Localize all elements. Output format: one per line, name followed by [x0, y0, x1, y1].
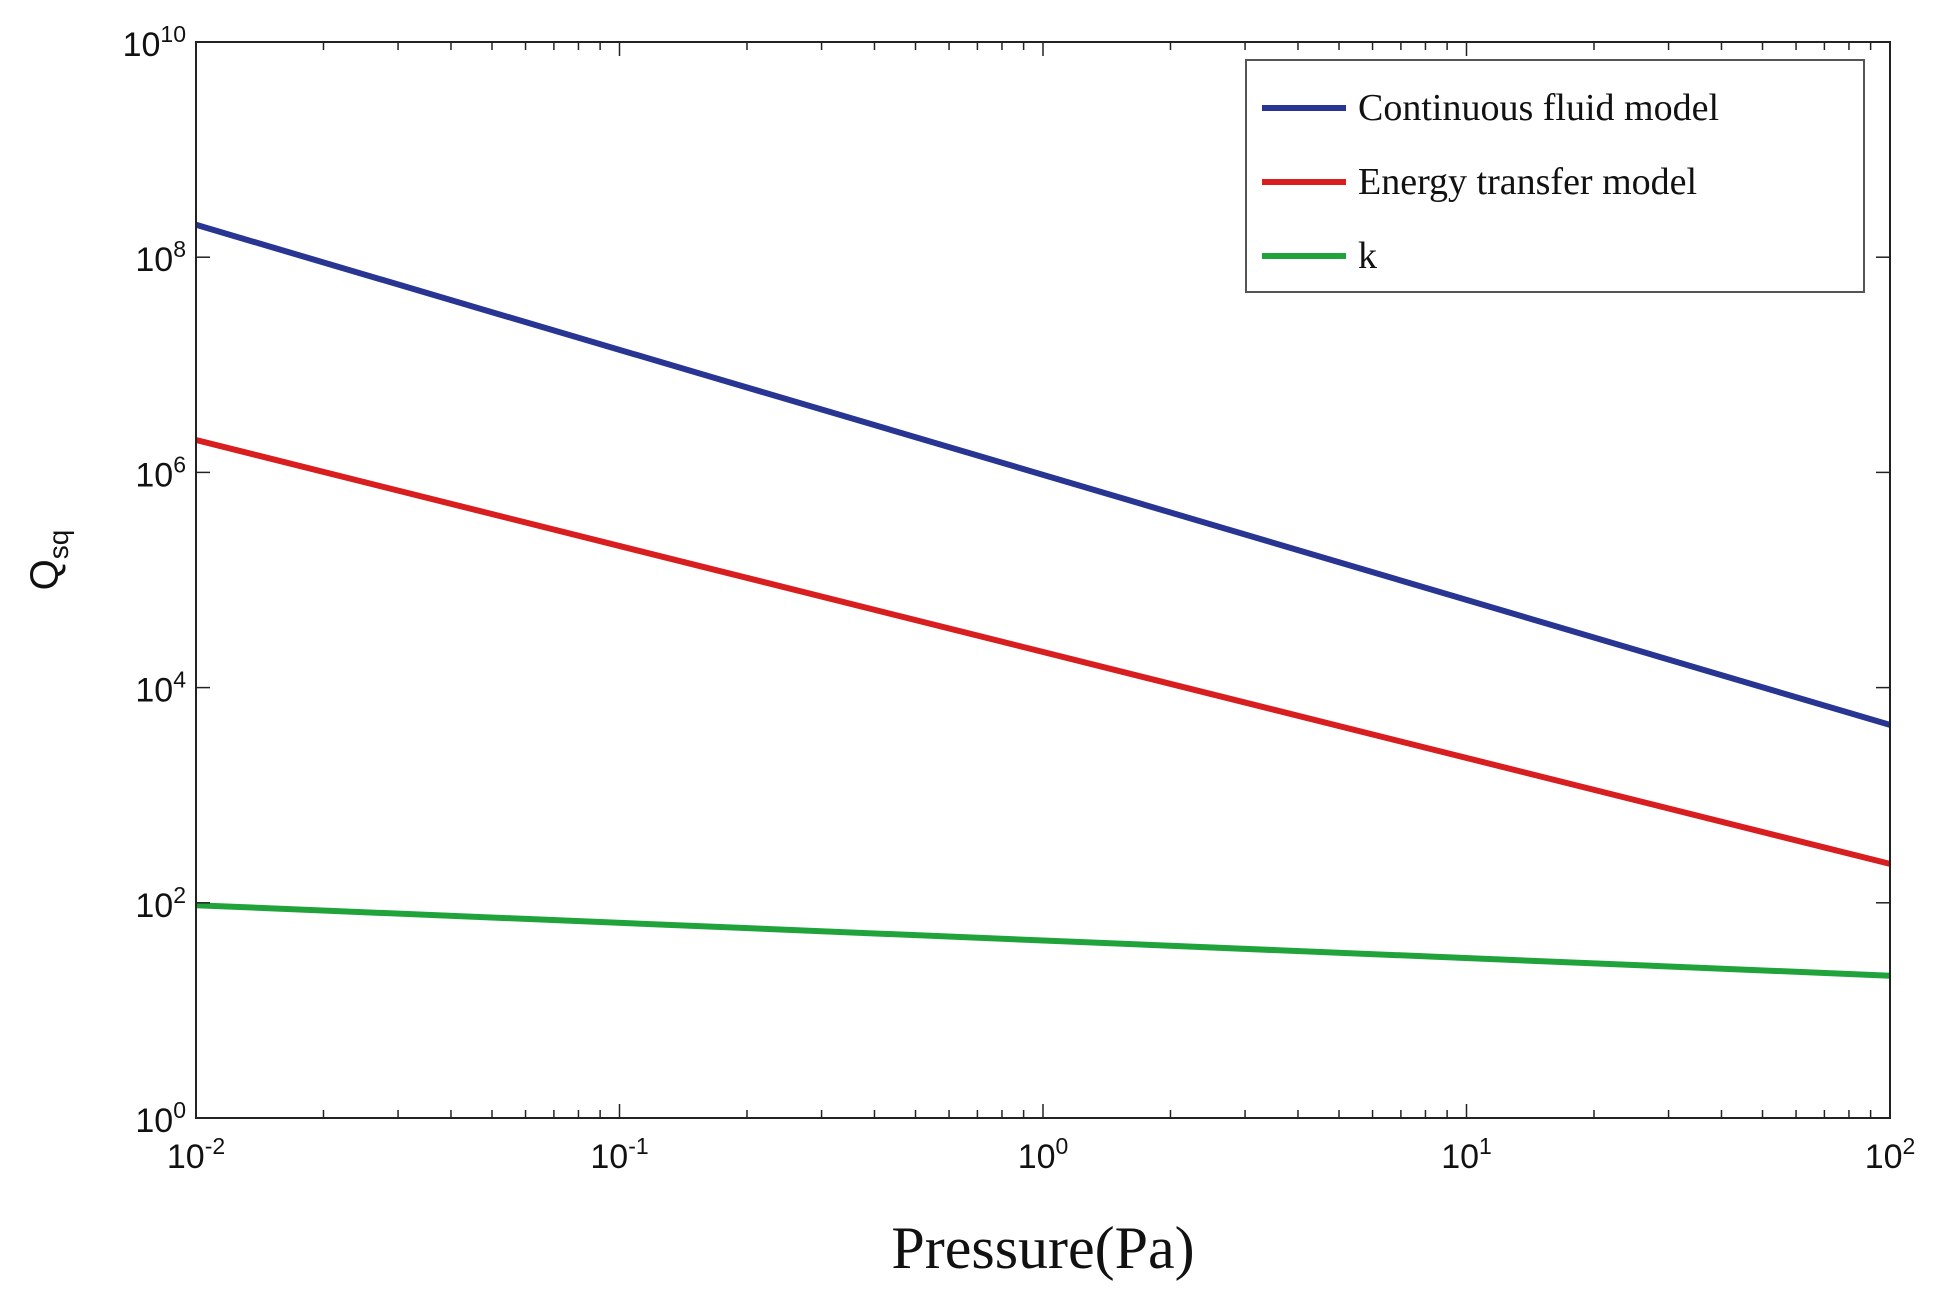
x-tick-label: 101 [1441, 1133, 1492, 1176]
legend-label: k [1358, 235, 1377, 277]
y-axis-label-subscript: sq [43, 530, 74, 560]
legend-label: Energy transfer model [1358, 161, 1697, 203]
y-tick-label: 1010 [123, 21, 186, 64]
legend-box [1245, 59, 1865, 293]
y-axis-label: Qsq [23, 530, 74, 591]
y-tick-label: 104 [135, 667, 186, 710]
y-tick-label: 106 [135, 451, 186, 494]
legend-label: Continuous fluid model [1358, 87, 1719, 129]
series-line-1 [195, 221, 1891, 728]
series-line-2 [195, 437, 1891, 867]
legend: Continuous fluid model Energy transfer mo… [1245, 59, 1865, 293]
x-tick-label: 10-1 [590, 1133, 648, 1176]
y-tick-label: 100 [135, 1097, 186, 1140]
series-layer [195, 221, 1891, 979]
x-tick-label: 10-2 [167, 1133, 225, 1176]
y-axis-label-base: Q [23, 559, 67, 590]
y-tick-label: 102 [135, 882, 186, 925]
y-tick-label: 108 [135, 236, 186, 279]
x-axis-label: Pressure(Pa) [891, 1215, 1194, 1281]
series-line-3 [195, 902, 1891, 979]
tick-layer: 10-2 10-1 100 101 102 100 102 104 106 108 1010 [123, 21, 1916, 1176]
x-tick-label: 100 [1018, 1133, 1069, 1176]
x-tick-label: 102 [1865, 1133, 1916, 1176]
